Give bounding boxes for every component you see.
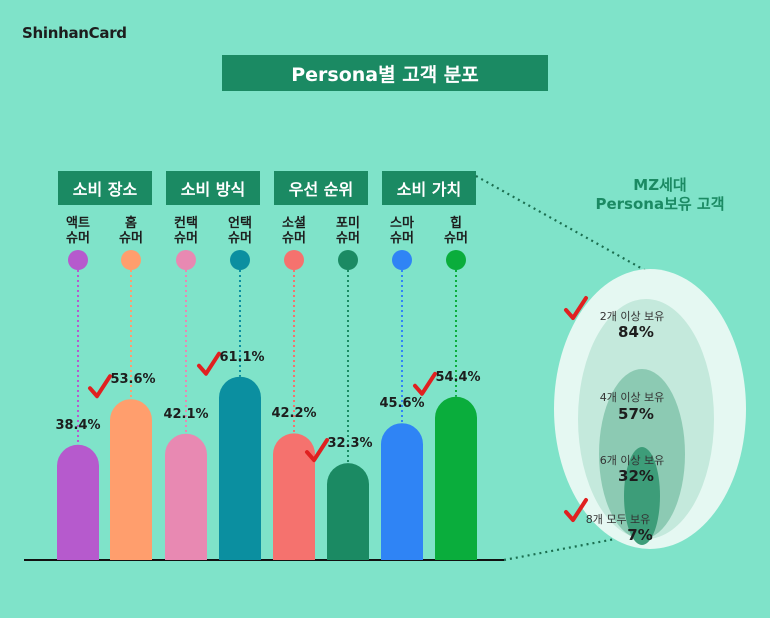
value-label-5: 42.2% <box>271 406 317 422</box>
chart-title: Persona별 고객 분포 <box>222 55 548 91</box>
group-tag-place: 소비 장소 <box>58 171 152 205</box>
bar-8 <box>435 396 477 560</box>
ring-value-1: 84% <box>618 323 654 341</box>
persona-dot-8 <box>446 250 466 270</box>
persona-label-line: 액트 <box>66 216 90 231</box>
ring-label-4: 8개 모두 보유 <box>585 513 651 526</box>
ring-value-3: 32% <box>618 467 654 485</box>
persona-dot-5 <box>284 250 304 270</box>
persona-label-1: 액트 슈머 <box>48 216 108 246</box>
bar-6 <box>327 463 369 560</box>
bar-check-4 <box>197 351 221 376</box>
bar-3 <box>165 433 207 560</box>
persona-label-line: 힙 <box>450 216 462 231</box>
persona-label-line: 포미 <box>336 216 360 231</box>
persona-label-line: 소셜 <box>282 216 306 231</box>
persona-label-line: 슈머 <box>390 231 414 246</box>
value-label-1: 38.4% <box>55 417 101 433</box>
ring-8all <box>624 447 660 545</box>
bar-4 <box>219 376 261 560</box>
group-tag-priority: 우선 순위 <box>274 171 368 205</box>
mz-title: MZ세대 Persona보유 고객 <box>565 176 755 214</box>
persona-label-line: 슈머 <box>336 231 360 246</box>
persona-dot-1 <box>68 250 88 270</box>
persona-dot-4 <box>230 250 250 270</box>
value-label-8: 54.4% <box>435 369 481 385</box>
persona-dot-7 <box>392 250 412 270</box>
bar-7 <box>381 423 423 560</box>
bar-1 <box>57 444 99 560</box>
persona-label-line: 슈머 <box>174 231 198 246</box>
value-label-3: 42.1% <box>163 406 209 422</box>
brand-logo: ShinhanCard <box>22 24 127 42</box>
bar-check-2 <box>88 374 112 399</box>
persona-label-7: 스마 슈머 <box>372 216 432 246</box>
persona-dot-2 <box>121 250 141 270</box>
value-label-4: 61.1% <box>219 349 265 365</box>
ring-value-2: 57% <box>618 405 654 423</box>
ring-value-4: 7% <box>627 526 653 544</box>
persona-dot-6 <box>338 250 358 270</box>
persona-label-line: 스마 <box>390 216 414 231</box>
ring-label-1: 2개 이상 보유 <box>599 310 665 323</box>
persona-label-8: 힙 슈머 <box>426 216 486 246</box>
ring-check-4 <box>564 498 588 522</box>
persona-label-6: 포미 슈머 <box>318 216 378 246</box>
persona-label-5: 소셜 슈머 <box>264 216 324 246</box>
connector-line-bottom <box>503 530 653 562</box>
group-tag-value: 소비 가치 <box>382 171 476 205</box>
persona-label-line: 슈머 <box>228 231 252 246</box>
group-tag-method: 소비 방식 <box>166 171 260 205</box>
bar-5 <box>273 433 315 560</box>
value-label-2: 53.6% <box>110 372 156 388</box>
ring-label-3: 6개 이상 보유 <box>599 454 665 467</box>
persona-label-line: 언택 <box>228 216 252 231</box>
bar-check-6 <box>305 438 329 463</box>
ring-check-1 <box>564 296 588 320</box>
bar-2 <box>110 399 152 560</box>
persona-label-line: 슈머 <box>444 231 468 246</box>
persona-label-line: 슈머 <box>282 231 306 246</box>
persona-label-line: 슈머 <box>119 231 143 246</box>
value-label-6: 32.3% <box>327 436 373 452</box>
value-label-7: 45.6% <box>379 396 425 412</box>
persona-label-4: 언택 슈머 <box>210 216 270 246</box>
persona-label-2: 홈 슈머 <box>101 216 161 246</box>
bar-check-8 <box>413 371 437 396</box>
mz-title-line1: MZ세대 <box>633 176 687 194</box>
mz-title-line2: Persona보유 고객 <box>595 195 725 213</box>
persona-label-3: 컨택 슈머 <box>156 216 216 246</box>
persona-dot-3 <box>176 250 196 270</box>
persona-label-line: 슈머 <box>66 231 90 246</box>
persona-label-line: 컨택 <box>174 216 198 231</box>
ring-label-2: 4개 이상 보유 <box>599 391 665 404</box>
persona-label-line: 홈 <box>125 216 137 231</box>
